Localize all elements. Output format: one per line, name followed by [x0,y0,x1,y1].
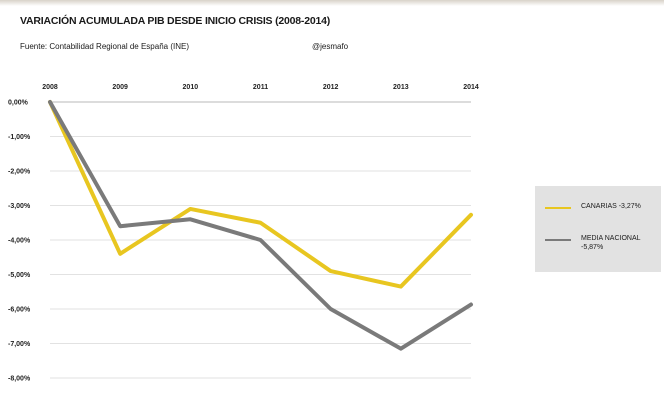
series-line-media-nacional [48,100,473,351]
y-tick-label: -2,00% [8,169,31,176]
gridlines [50,101,471,379]
x-tick-label: 2014 [463,84,479,91]
x-tick-labels: 2008 2009 2010 2011 2012 2013 2014 [42,84,479,91]
legend-swatch-canarias [545,207,571,209]
x-tick-label: 2008 [42,84,58,91]
legend-label-media-nacional: MEDIA NACIONAL -5,87% [581,235,641,251]
x-tick-label: 2009 [112,84,128,91]
author-handle: @jesmafo [312,42,349,51]
y-tick-label: -7,00% [8,341,31,348]
series-line-canarias [48,100,473,289]
y-tick-label: -5,00% [8,272,31,279]
x-tick-label: 2013 [393,84,409,91]
y-tick-label: -4,00% [8,238,31,245]
y-tick-labels: 0,00% -1,00% -2,00% -3,00% -4,00% -5,00% -6,00… [8,100,31,383]
legend-item-media-nacional: MEDIA NACIONAL -5,87% [545,234,653,252]
legend-item-canarias: CANARIAS -3,27% [545,202,653,211]
series-lines [48,100,473,351]
legend-label-canarias: CANARIAS -3,27% [581,203,641,210]
legend-swatch-media-nacional [545,239,571,241]
legend: CANARIAS -3,27% MEDIA NACIONAL -5,87% [535,186,661,272]
chart-title: VARIACIÓN ACUMULADA PIB DESDE INICIO CRI… [20,15,331,27]
x-tick-label: 2010 [183,84,199,91]
source-note: Fuente: Contabilidad Regional de España … [20,42,189,51]
y-tick-label: -1,00% [8,134,31,141]
y-tick-label: -6,00% [8,307,31,314]
x-tick-label: 2011 [253,84,268,91]
top-band [0,0,664,6]
y-tick-label: 0,00% [8,100,29,107]
y-tick-label: -3,00% [8,203,31,210]
x-tick-label: 2012 [323,84,339,91]
y-tick-label: -8,00% [8,376,31,383]
